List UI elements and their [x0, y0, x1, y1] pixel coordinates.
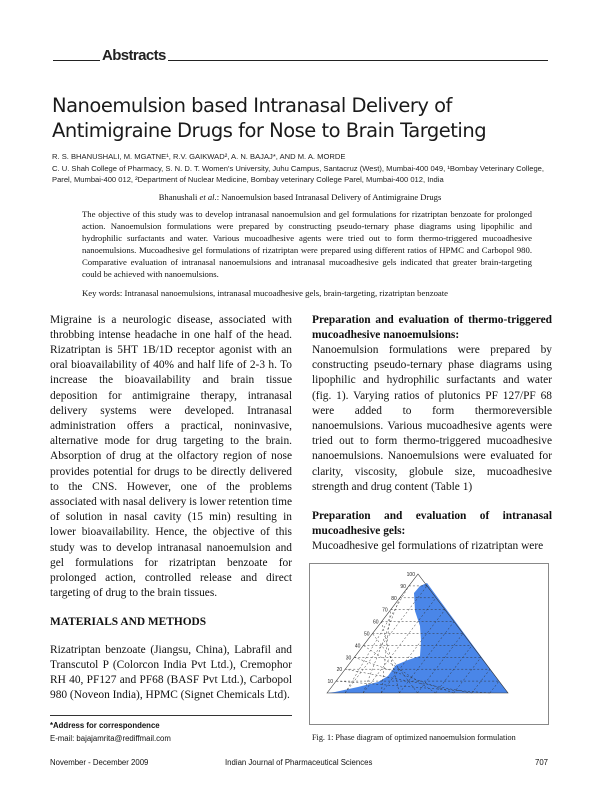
tick-label: 50 — [364, 631, 370, 637]
grid-line — [362, 597, 401, 693]
running-head-etal: et al. — [199, 191, 217, 202]
subheading: Preparation and evaluation of thermo-tri… — [312, 313, 552, 341]
grid-line — [344, 585, 428, 693]
grid-line — [471, 668, 491, 693]
article-title: Nanoemulsion based Intranasal Delivery o… — [52, 94, 487, 142]
methods-heading: MATERIALS AND METHODS — [50, 616, 207, 629]
correspondence-label: *Address for correspondence — [50, 721, 160, 731]
abstract: The objective of this study was to devel… — [82, 208, 532, 279]
body-columns: Migraine is a neurologic disease, associ… — [50, 313, 552, 746]
correspondence: *Address for correspondence E-mail: baja… — [50, 720, 292, 745]
correspondence-email[interactable]: E-mail: bajajamrita@rediffmail.com — [50, 733, 171, 743]
grid-line — [417, 632, 464, 693]
keywords: Key words: Intranasal nanoemulsions, int… — [82, 287, 449, 298]
affiliations: C. U. Shah College of Pharmacy, S. N. D.… — [52, 163, 545, 185]
left-column: Migraine is a neurologic disease, associ… — [50, 313, 292, 746]
tick-label: 100 — [407, 572, 416, 578]
nanoemulsion-region — [327, 582, 508, 693]
tick-label: 30 — [346, 655, 352, 661]
tick-label: 70 — [382, 607, 388, 613]
footer-date: November - December 2009 — [50, 758, 149, 768]
tick-label: 80 — [391, 595, 397, 601]
grid-line — [354, 656, 454, 693]
tick-label: 20 — [337, 667, 343, 673]
section-label: Abstracts — [102, 47, 166, 64]
paragraph: Nanoemulsion formulations were prepared … — [312, 343, 552, 493]
page-footer: November - December 2009 Indian Journal … — [50, 757, 552, 768]
figure-phase-diagram: 10 20 30 40 50 60 70 80 90 100 — [309, 562, 549, 725]
grid-line — [363, 644, 436, 693]
grid-line — [489, 680, 500, 693]
divider — [53, 60, 100, 61]
author-block: R. S. BHANUSHALI, M. MGATNE¹, R.V. GAIKW… — [52, 151, 552, 186]
running-head-author: Bhanushali — [158, 191, 200, 202]
grid-line — [381, 609, 446, 693]
grid-line — [399, 620, 455, 693]
divider — [168, 60, 548, 61]
intro-paragraph: Migraine is a neurologic disease, associ… — [50, 313, 292, 600]
grid-lines — [336, 585, 500, 693]
grid-line — [344, 585, 410, 693]
tick-label: 40 — [355, 643, 361, 649]
right-column: Preparation and evaluation of thermo-tri… — [309, 313, 552, 746]
grid-line — [435, 644, 473, 693]
footnote-area: *Address for correspondence E-mail: baja… — [50, 703, 292, 745]
divider — [50, 715, 292, 717]
subheading: Preparation and evaluation of intranasal… — [312, 509, 552, 538]
figure-caption: Fig. 1: Phase diagram of optimized nanoe… — [312, 732, 516, 742]
section-header: Abstracts — [50, 47, 550, 67]
tick-label: 10 — [328, 679, 334, 685]
footer-page: 707 — [535, 758, 549, 768]
running-head-title: : Nanoemulsion based Intranasal Delivery… — [216, 191, 442, 202]
footer-journal: Indian Journal of Pharmaceutical Science… — [225, 758, 373, 768]
tick-label: 60 — [373, 619, 379, 625]
authors: R. S. BHANUSHALI, M. MGATNE¹, R.V. GAIKW… — [52, 152, 346, 161]
methods-paragraph: Rizatriptan benzoate (Jiangsu, China), L… — [50, 643, 292, 702]
grid-line — [336, 680, 490, 693]
grid-line — [372, 632, 418, 693]
running-head: Bhanushali et al.: Nanoemulsion based In… — [60, 192, 540, 203]
grid-line — [453, 656, 482, 693]
tick-label: 90 — [400, 583, 406, 589]
paragraph: Mucoadhesive gel formulations of rizatri… — [312, 540, 544, 553]
grid-line — [345, 668, 472, 693]
